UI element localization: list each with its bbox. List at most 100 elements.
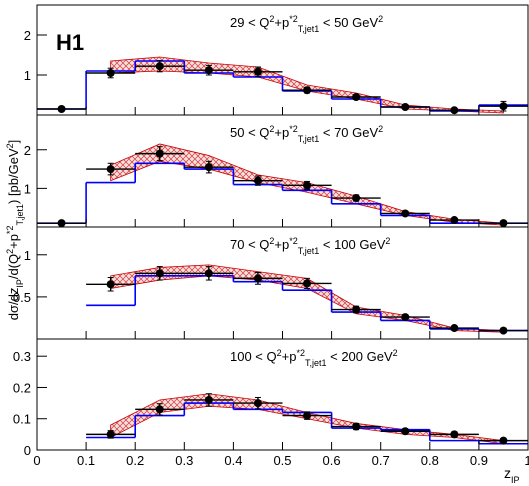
data-point: [303, 181, 312, 190]
x-tick-label: 0.5: [273, 453, 291, 468]
data-point: [106, 69, 115, 77]
data-point: [106, 280, 115, 289]
x-tick-label: 0.6: [323, 453, 341, 468]
y-tick-label: 1: [24, 68, 31, 83]
y-axis-label-part: 2: [5, 143, 15, 148]
panel-title-part: T,jet1: [305, 358, 327, 368]
data-point: [204, 163, 213, 172]
experiment-label: H1: [56, 30, 84, 55]
data-point: [253, 399, 262, 408]
panel-title-part: T,jet1: [298, 24, 320, 34]
panel-title-part: 2: [269, 124, 274, 134]
x-tick-label: 0: [33, 453, 40, 468]
data-point: [450, 324, 459, 333]
y-axis-label-part: 2: [5, 249, 15, 254]
panel-frame: [36, 338, 529, 451]
panel-title-part: *2: [289, 14, 298, 24]
panel-title-part: < 200 GeV: [327, 349, 393, 364]
panel-title-part: *2: [289, 236, 298, 246]
data-point: [106, 430, 115, 439]
data-point: [303, 279, 312, 288]
data-point: [303, 411, 312, 420]
x-axis-label: zIP: [504, 465, 520, 485]
data-point: [204, 66, 213, 75]
data-point: [499, 102, 508, 111]
panel-title-part: 2: [378, 124, 383, 134]
panel-title-part: +p: [274, 237, 289, 252]
data-point: [204, 395, 213, 404]
data-point: [155, 149, 164, 158]
panel-title-part: T,jet1: [298, 246, 320, 256]
data-point: [450, 430, 459, 439]
y-axis-label-part: +p: [6, 234, 21, 249]
x-tick-label: 0.2: [126, 453, 144, 468]
data-point: [303, 86, 312, 95]
y-axis-label-part: IP: [15, 279, 25, 288]
panel-title-part: 29 < Q: [230, 15, 269, 30]
y-axis-label-part: *2: [5, 226, 15, 235]
panel-title-part: 50 < Q: [230, 125, 269, 140]
panel-title-part: 2: [393, 348, 398, 358]
panel-title-part: < 70 GeV: [319, 125, 378, 140]
panel-title-part: +p: [274, 125, 289, 140]
x-tick-label: 0.9: [470, 453, 488, 468]
data-point: [352, 422, 361, 431]
y-tick-label: 0.2: [13, 380, 31, 395]
panel-title-part: 2: [385, 236, 390, 246]
y-tick-label: 1: [24, 181, 31, 196]
x-tick-label: 0.7: [372, 453, 390, 468]
panel-title-part: 2: [277, 348, 282, 358]
y-tick-label: 2: [24, 28, 31, 43]
data-point: [401, 313, 410, 322]
data-point: [499, 219, 508, 228]
x-axis-label-part: IP: [511, 475, 520, 485]
theory-band: [110, 264, 504, 333]
data-point: [57, 105, 66, 113]
data-point: [450, 106, 459, 115]
data-point: [57, 219, 66, 228]
data-point: [401, 427, 410, 436]
y-tick-label: 0: [24, 443, 31, 458]
panel-title-part: 2: [269, 236, 274, 246]
panel-title-part: T,jet1: [298, 134, 320, 144]
x-tick-label: 0.8: [421, 453, 439, 468]
data-point: [352, 194, 361, 203]
data-point: [352, 305, 361, 314]
panel-title-part: < 50 GeV: [319, 15, 378, 30]
data-point: [253, 67, 262, 76]
y-axis-label-part: T,jet1: [15, 204, 25, 226]
panel-title-part: *2: [296, 348, 305, 358]
y-axis-label-part: ]: [6, 140, 21, 144]
x-tick-label: 0.1: [77, 453, 95, 468]
x-tick-label: 0.4: [224, 453, 242, 468]
data-point: [352, 93, 361, 101]
data-point: [253, 274, 262, 283]
panel-title-part: *2: [289, 124, 298, 134]
x-axis-label-part: z: [504, 465, 511, 481]
y-axis-label-part: /d(Q: [6, 254, 21, 279]
y-tick-label: 1: [24, 248, 31, 263]
data-point: [499, 326, 508, 335]
panel-title: 70 < Q2+p*2T,jet1 < 100 GeV2: [230, 236, 390, 256]
panel-title-part: 2: [378, 14, 383, 24]
y-axis-label: dσ/dzIP/d(Q2+p*2T,jet1) [pb/GeV2]: [5, 140, 25, 321]
panel-title-part: 2: [269, 14, 274, 24]
y-tick-label: 2: [24, 143, 31, 158]
y-tick-label: 0.1: [13, 412, 31, 427]
panel-title-part: +p: [274, 15, 289, 30]
y-axis-label-part: ) [pb/GeV: [6, 148, 21, 204]
panel-title: 29 < Q2+p*2T,jet1 < 50 GeV2: [230, 14, 383, 34]
data-point: [204, 269, 213, 278]
x-tick-label: 1: [524, 453, 529, 468]
theory-band: [110, 56, 504, 114]
data-point: [253, 176, 262, 185]
y-tick-label: 0.3: [13, 349, 31, 364]
x-tick-label: 0.3: [175, 453, 193, 468]
panel-title: 100 < Q2+p*2T,jet1 < 200 GeV2: [230, 348, 398, 368]
panel-title-part: 100 < Q: [230, 349, 277, 364]
data-point: [450, 216, 459, 225]
data-point: [155, 62, 164, 71]
panel-title-part: < 100 GeV: [319, 237, 385, 252]
y-tick-label: 0.5: [13, 290, 31, 305]
